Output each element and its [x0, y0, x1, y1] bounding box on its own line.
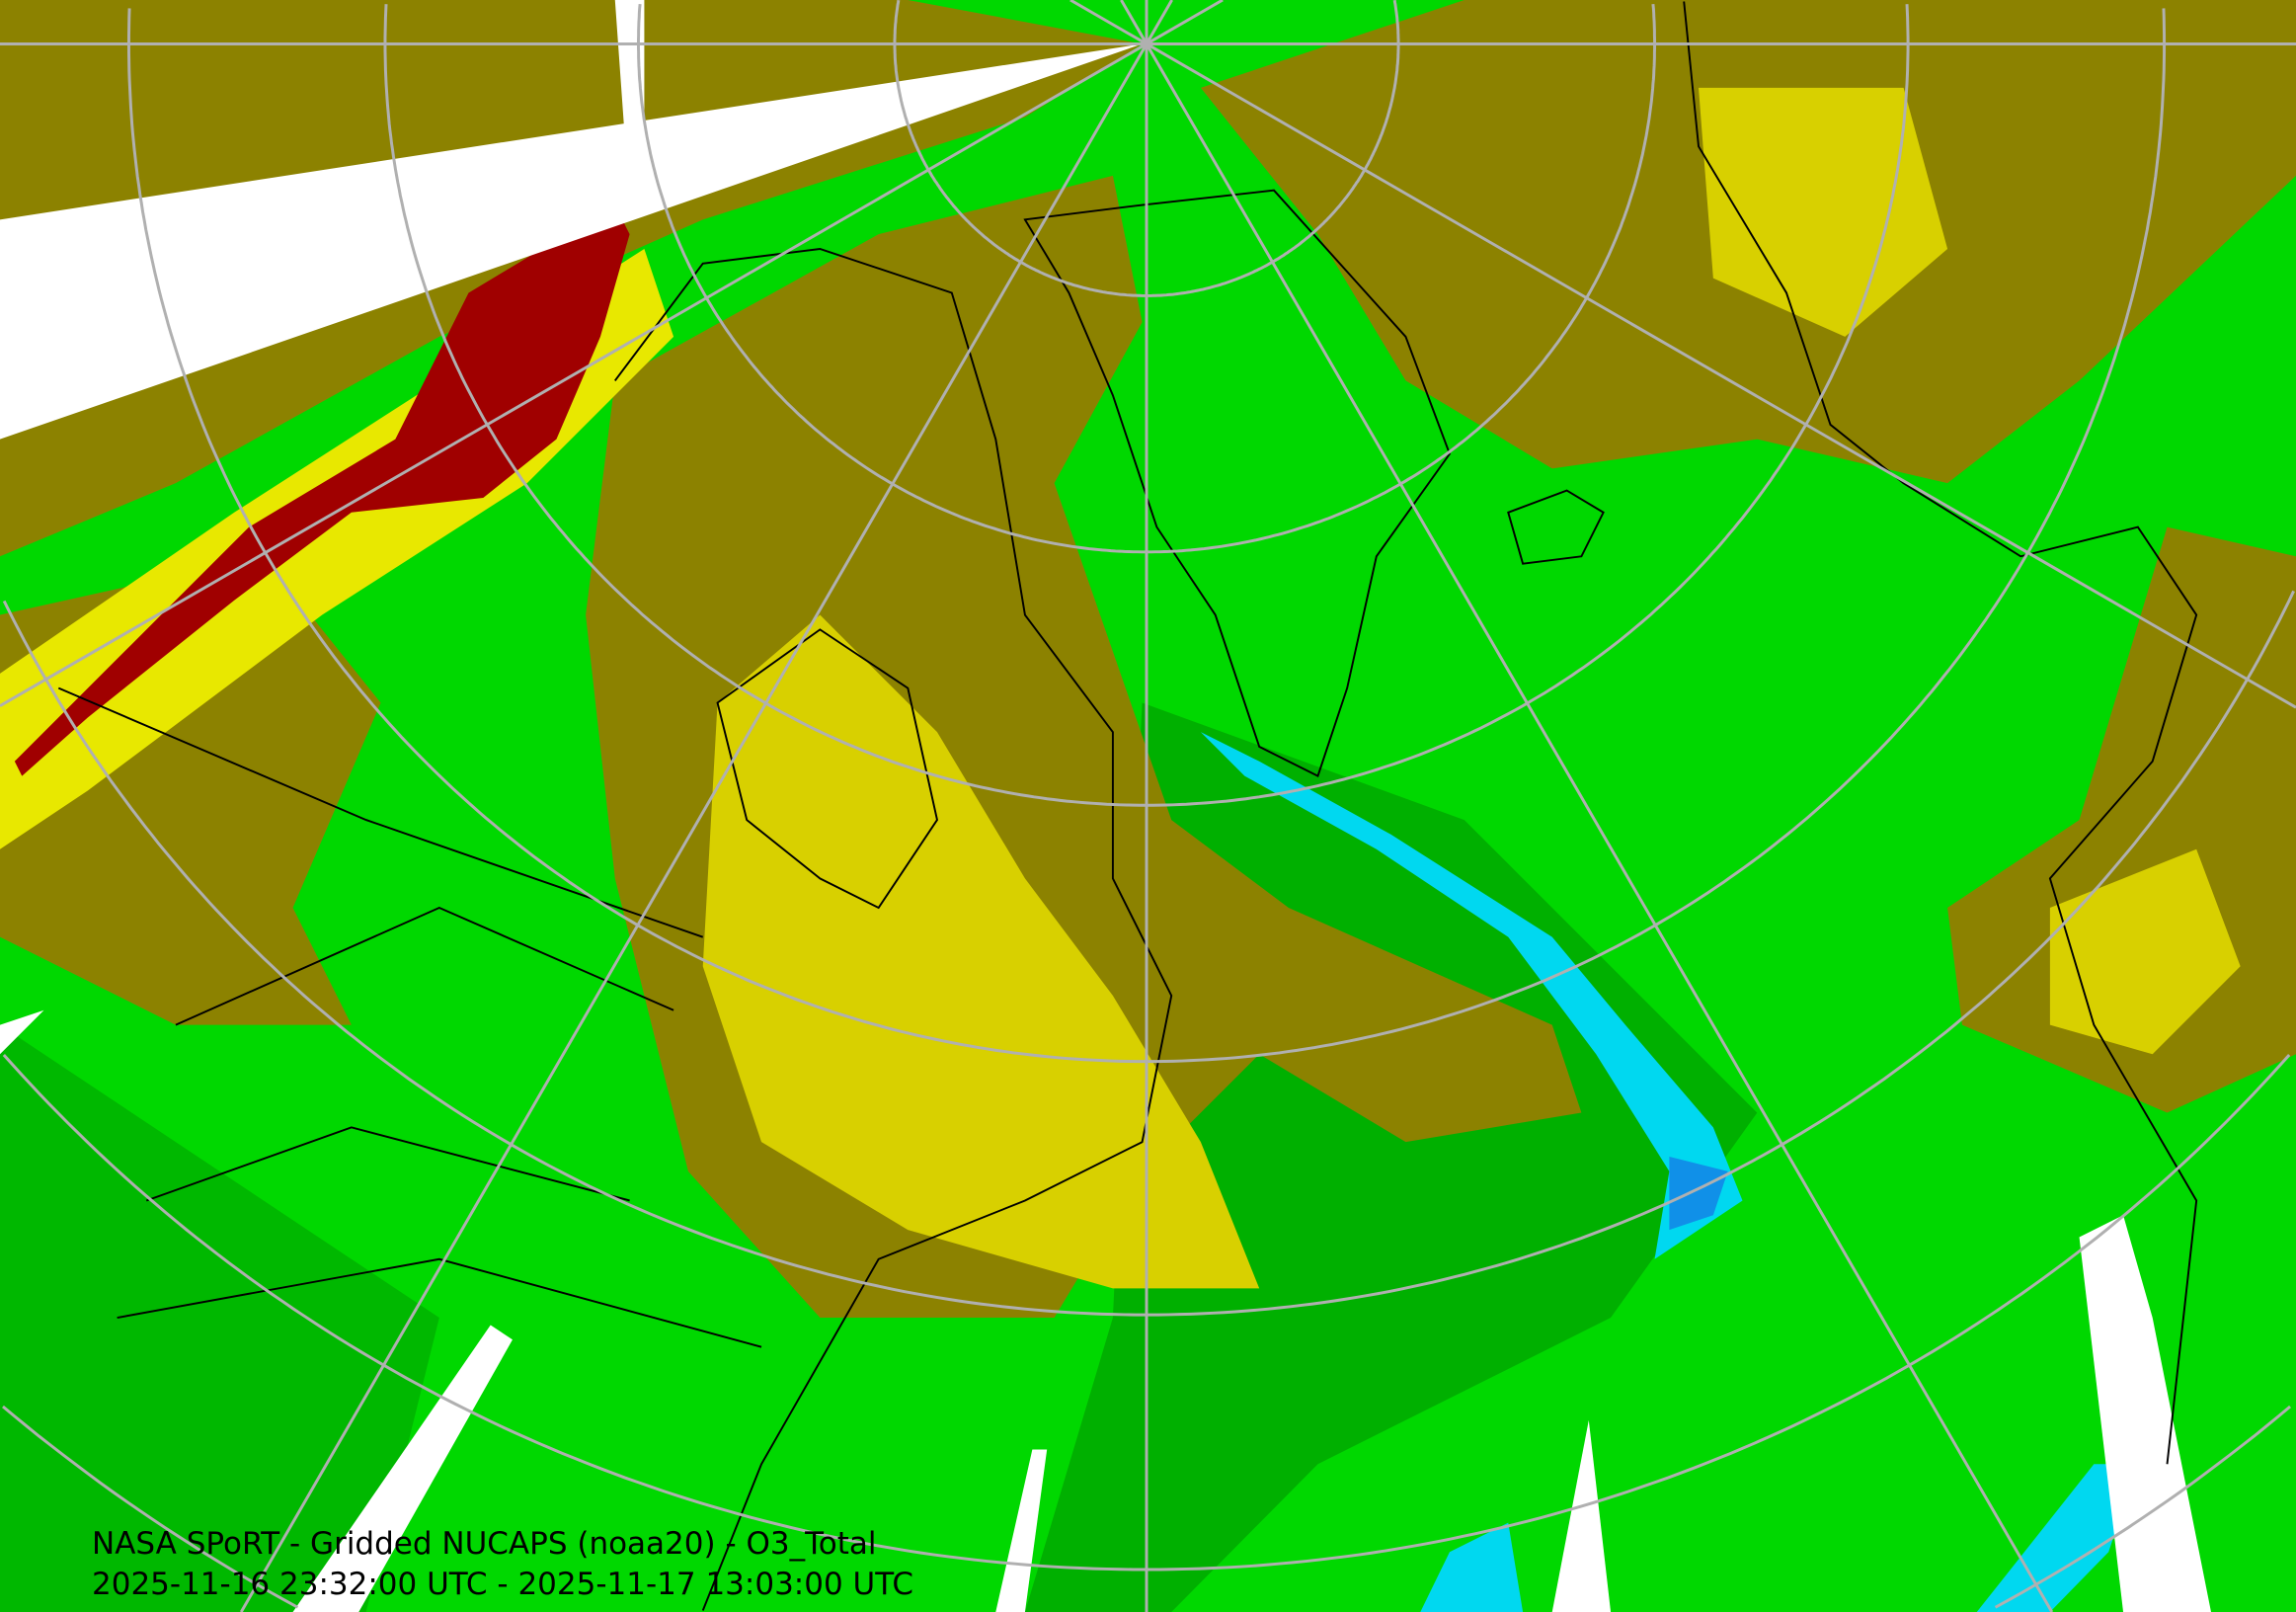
us-state-borders	[57, 686, 762, 1348]
hudson-bay-coastline	[716, 628, 939, 910]
missing-data-swath	[995, 1449, 1048, 1612]
ozone-cyan-patch	[1976, 1464, 2138, 1612]
meridian-line	[1120, 0, 1148, 45]
north-america-coastline	[613, 248, 1173, 1611]
latitude-circle	[2, 590, 2295, 1317]
latitude-circle	[127, 8, 2167, 1064]
iceland-coastline	[1507, 489, 1605, 565]
meridian-line	[1145, 42, 2054, 1612]
ozone-yellow-zone	[1699, 87, 1948, 337]
ozone-dark-green-zone	[0, 1024, 439, 1612]
missing-data-swath	[0, 43, 1143, 440]
meridian-line	[1145, 0, 1173, 45]
greenland-coastline	[1023, 189, 1452, 777]
meridian-line	[1146, 42, 2296, 709]
missing-data-swath	[2079, 1215, 2211, 1612]
ozone-blue-patch	[1669, 1157, 1728, 1231]
meridian-line	[239, 42, 1148, 1612]
latitude-circle	[893, 0, 1400, 297]
meridian-line	[0, 42, 1148, 707]
latitude-circle	[2, 1405, 2292, 1609]
latitude-circle	[383, 4, 1910, 807]
coastlines	[57, 1, 2198, 1611]
missing-data-swath	[292, 1325, 513, 1612]
missing-data-swath	[1551, 1419, 1612, 1612]
ozone-yellow-zone	[2049, 848, 2241, 1055]
latitude-circle	[637, 4, 1657, 554]
latitude-circle	[2, 1054, 2291, 1572]
meridian-line	[1146, 0, 1224, 45]
ozone-yellow-zone	[702, 614, 1260, 1289]
map-title: NASA SPoRT - Gridded NUCAPS (noaa20) - O…	[92, 1526, 877, 1562]
missing-data-swath	[614, 0, 1143, 205]
europe-coastline	[1683, 1, 2198, 1465]
meridian-line	[1069, 0, 1148, 45]
ozone-cyan-patch	[1420, 1522, 1524, 1612]
ozone-dark-red-band	[14, 204, 630, 776]
map-time-range: 2025-11-16 23:32:00 UTC - 2025-11-17 13:…	[92, 1567, 913, 1602]
